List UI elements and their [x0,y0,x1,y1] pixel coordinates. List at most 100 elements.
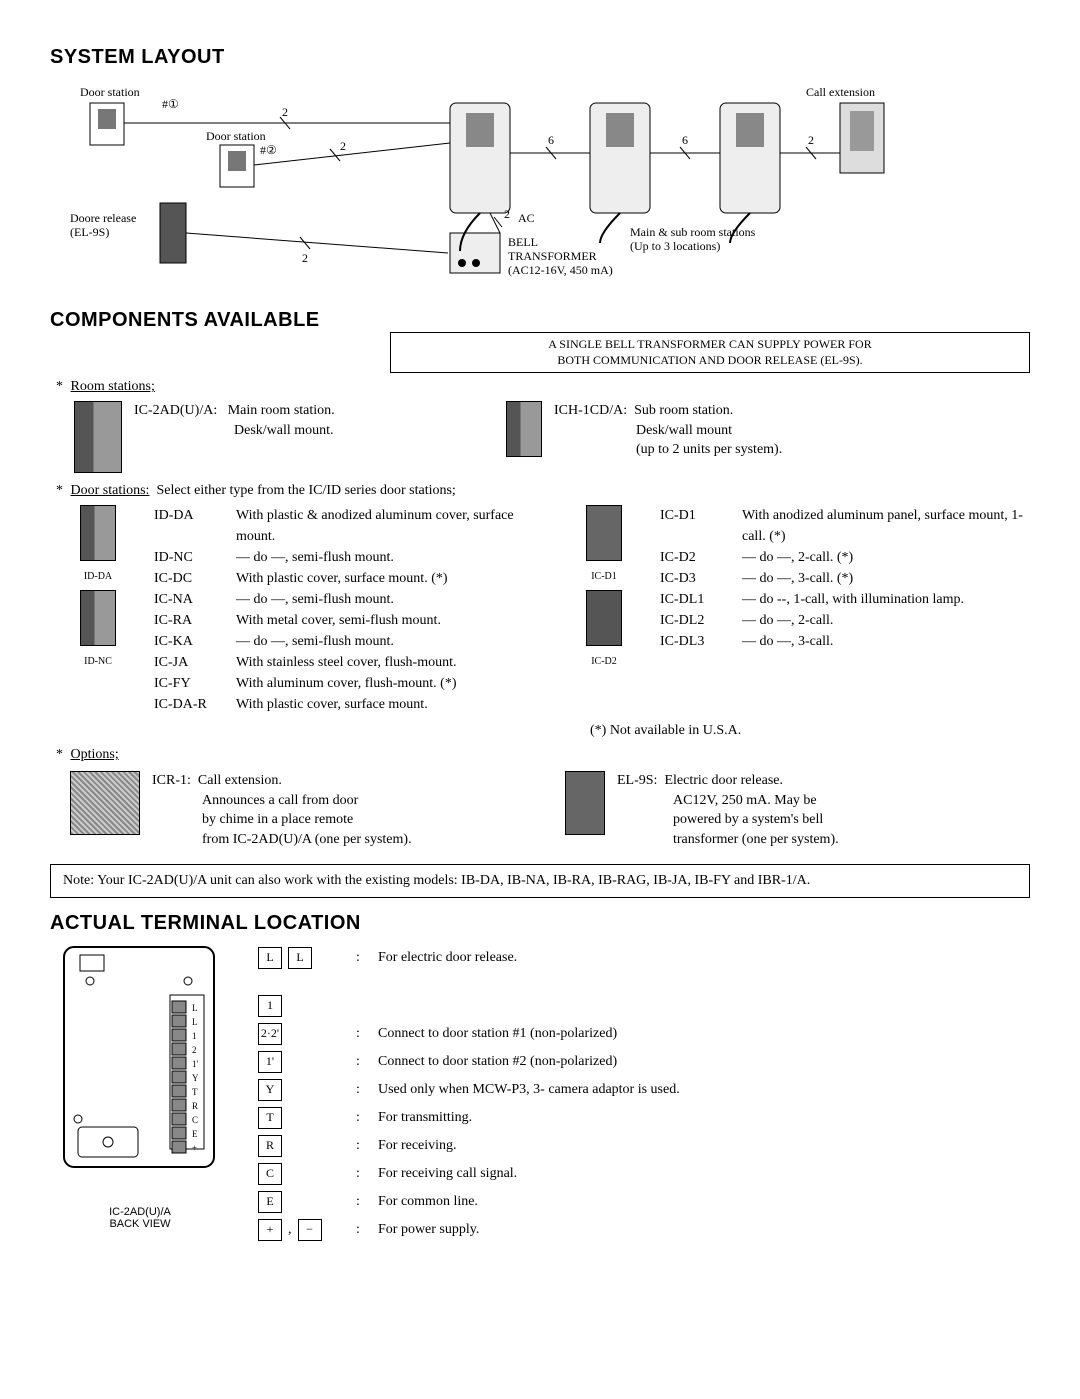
el9s-l3: transformer (one per system). [673,832,839,847]
spec-row: IC-FYWith aluminum cover, flush-mount. (… [154,673,554,694]
terminal-desc: For power supply. [378,1222,479,1238]
terminal-symbol: R [258,1135,282,1157]
idda-image [80,505,116,561]
label-main-sub-qty: (Up to 3 locations) [630,239,720,254]
label-w2b: 2 [340,139,346,154]
terminal-desc: Connect to door station #1 (non-polarize… [378,1026,617,1042]
na-note: (*) Not available in U.S.A. [590,723,1030,739]
svg-text:1': 1' [192,1059,199,1069]
transformer-info-box: A SINGLE BELL TRANSFORMER CAN SUPPLY POW… [390,332,1030,373]
spec-desc: — do —, semi-flush mount. [236,631,554,652]
spec-desc: With plastic & anodized aluminum cover, … [236,505,554,547]
label-w2d: 2 [504,207,510,222]
spec-desc: With anodized aluminum panel, surface mo… [742,505,1030,547]
asterisk: * [56,379,63,394]
svg-text:E: E [192,1129,198,1139]
el9s-title: Electric door release. [664,773,783,788]
spec-row: IC-RAWith metal cover, semi-flush mount. [154,610,554,631]
terminal-symbol-group: LL [258,947,338,969]
spec-desc: With metal cover, semi-flush mount. [236,610,554,631]
spec-model: IC-DC [154,568,226,589]
spec-model: IC-NA [154,589,226,610]
options-header: Options; [71,747,119,762]
terminal-row: +,−:For power supply. [258,1219,1030,1241]
spec-desc: With plastic cover, surface mount. (*) [236,568,554,589]
icd2-img-label: IC-D2 [591,656,617,667]
colon: : [352,1138,364,1154]
door-left-table: ID-DAWith plastic & anodized aluminum co… [154,505,554,715]
terminal-symbol-group: 2·2' [258,1023,338,1045]
spec-desc: With plastic cover, surface mount. [236,694,554,715]
label-bell: BELL [508,235,538,250]
el9s-model: EL-9S: [617,773,657,788]
ich-model: ICH-1CD/A: [554,403,627,418]
spec-model: IC-DA-R [154,694,226,715]
icd2-image [586,590,622,646]
terminal-symbol-group: +,− [258,1219,338,1241]
label-w2c: 2 [302,251,308,266]
spec-desc: — do —, semi-flush mount. [236,589,554,610]
label-w2e: 2 [808,133,814,148]
door-right-table: IC-D1With anodized aluminum panel, surfa… [660,505,1030,715]
terminal-desc: For receiving call signal. [378,1166,517,1182]
colon: : [352,1194,364,1210]
spec-model: IC-FY [154,673,226,694]
svg-text:R: R [192,1101,198,1111]
spec-row: IC-DC With plastic cover, surface mount. … [154,568,554,589]
section-title-components: COMPONENTS AVAILABLE [50,309,320,332]
svg-text:T: T [192,1087,198,1097]
icr1-l1: Announces a call from door [202,793,358,808]
asterisk2: * [56,483,63,498]
terminal-symbol: 1' [258,1051,282,1073]
terminal-row: R:For receiving. [258,1135,1030,1157]
spec-desc: — do --, 1-call, with illumination lamp. [742,589,1030,610]
svg-text:1: 1 [192,1031,197,1041]
svg-text:2: 2 [192,1045,197,1055]
spec-model: IC-DL1 [660,589,732,610]
ich-image [506,401,542,457]
icr1-l3: from IC-2AD(U)/A (one per system). [202,832,412,847]
label-door1-num: #① [162,97,179,112]
el9s-l2: powered by a system's bell [673,812,823,827]
ic2ad-desc2: Desk/wall mount. [234,423,334,438]
room-stations-header: Room stations; [71,379,155,394]
ich-desc1: Sub room station. [634,403,733,418]
spec-desc: — do —, 2-call. [742,610,1030,631]
spec-row: IC-KA— do —, semi-flush mount. [154,631,554,652]
icr1-image [70,771,140,835]
svg-text:C: C [192,1115,198,1125]
terminal-desc: For common line. [378,1194,478,1210]
label-door-release-model: (EL-9S) [70,225,109,240]
terminal-symbol: E [258,1191,282,1213]
spec-desc: — do —, 3-call. [742,631,1030,652]
ic2ad-model: IC-2AD(U)/A: [134,403,217,418]
svg-text:Y: Y [192,1073,199,1083]
colon: : [352,1026,364,1042]
label-door-station: Door station [80,85,140,100]
terminal-desc: For transmitting. [378,1110,472,1126]
label-door2-num: #② [260,143,277,158]
svg-text:L: L [192,1017,198,1027]
svg-text:L: L [192,1003,198,1013]
el9s-l1: AC12V, 250 mA. May be [673,793,817,808]
terminal-symbol-group: E [258,1191,338,1213]
label-main-sub: Main & sub room stations [630,225,755,240]
terminal-symbol-group: 1' [258,1051,338,1073]
terminal-row: Y:Used only when MCW-P3, 3- camera adapt… [258,1079,1030,1101]
icd1-img-label: IC-D1 [591,571,617,582]
spec-row: ID-NC— do —, semi-flush mount. [154,547,554,568]
spec-model: IC-D2 [660,547,732,568]
terminal-symbol-group: T [258,1107,338,1129]
info-line1: A SINGLE BELL TRANSFORMER CAN SUPPLY POW… [548,337,871,351]
idnc-img-label: ID-NC [84,656,112,667]
terminal-table: LL:For electric door release.12·2':Conne… [258,941,1030,1247]
label-call-ext: Call extension [806,85,875,100]
compatibility-note: Note: Your IC-2AD(U)/A unit can also wor… [50,864,1030,898]
door-stations-note: Select either type from the IC/ID series… [156,483,455,498]
icr1-model: ICR-1: [152,773,191,788]
label-w6a: 6 [548,133,554,148]
terminal-symbol: C [258,1163,282,1185]
terminal-row: E: For common line. [258,1191,1030,1213]
label-door-release: Doore release [70,211,136,226]
terminal-symbol: Y [258,1079,282,1101]
